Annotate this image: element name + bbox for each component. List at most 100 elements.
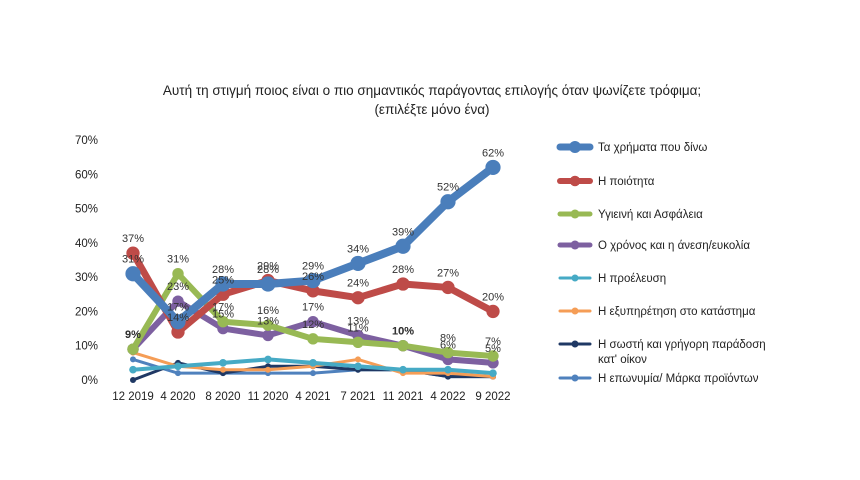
x-tick-label: 12 2019 [112,391,154,403]
y-axis: 0% 10% 20% 30% 40% 50% 60% 70% [75,135,98,387]
data-label: 39% [392,226,414,238]
legend-item: Η σωστή και γρήγορη παράδοση κατ' οίκον [558,339,766,366]
data-point [171,325,185,339]
legend-swatch-marker [571,307,579,315]
legend-swatch-marker [570,209,580,219]
y-tick-label: 10% [75,341,98,353]
data-label: 10% [392,326,414,338]
data-label: 11% [347,322,368,334]
data-point [397,340,409,352]
data-label: 10% [392,326,414,338]
y-tick-label: 30% [75,272,98,284]
data-point [127,343,139,355]
legend-swatch-marker [571,274,579,282]
data-label: 37% [122,233,144,245]
data-label: 28% [212,264,234,276]
legend-item: Η προέλευση [558,273,666,285]
data-label: 13% [347,315,369,327]
data-point [310,370,316,377]
data-point [130,356,136,363]
data-point [262,319,274,331]
data-label: 9% [125,329,141,341]
data-point [172,295,184,307]
data-point [125,266,141,282]
data-point [487,350,499,362]
legend-swatch-marker [571,374,579,382]
data-point [486,304,500,319]
chart-subtitle: (επιλέξτε μόνο ένα) [374,102,489,117]
data-label: 17% [212,302,234,314]
data-point [350,255,366,272]
data-point [219,359,227,367]
legend-label: Η σωστή και γρήγορη παράδοση [598,339,766,351]
legend-label: Υγιεινή και Ασφάλεια [598,209,703,221]
x-axis: 12 2019 4 2020 8 2020 11 2020 4 2021 7 2021 11… [112,391,510,403]
chart-title: Αυτή τη στιγμή ποιος είναι ο πιο σημαντι… [163,83,701,98]
x-tick-label: 4 2022 [430,391,465,403]
data-point [440,194,456,210]
data-point [351,291,365,305]
data-point [264,355,272,364]
data-label: 16% [257,305,279,317]
legend-label: Η εξυπηρέτηση στο κατάστημα [598,306,756,318]
data-labels: 31%17%28% 28% 29%34%39%52%62%37%14%25%29%2… [122,147,504,354]
y-tick-label: 0% [81,375,98,387]
data-label: 13% [257,315,279,327]
data-point [306,284,320,298]
data-label: 24% [347,278,369,290]
data-label: 34% [347,243,369,255]
y-tick-label: 60% [75,169,98,181]
legend-swatch-marker [569,175,581,187]
x-tick-label: 11 2021 [383,391,424,403]
x-tick-label: 4 2020 [160,391,195,403]
data-label: 25% [212,274,234,286]
data-point [175,370,181,377]
data-point [307,333,319,345]
data-point [444,365,452,374]
series-1 [125,159,501,330]
y-tick-label: 70% [75,135,98,147]
data-label: 14% [167,312,189,324]
x-tick-label: 4 2021 [295,391,330,403]
data-label: 15% [212,309,234,321]
x-tick-label: 8 2020 [205,391,240,403]
data-point [262,329,274,342]
data-label: 28% [392,264,414,276]
data-label: 27% [437,267,459,279]
series-5 [129,355,497,377]
data-point [260,276,276,292]
data-point [354,362,362,371]
y-tick-label: 50% [75,204,98,216]
data-point [217,316,229,328]
data-point [126,246,140,260]
legend-label: Η επωνυμία/ Μάρκα προϊόντων [598,373,759,385]
data-point [129,365,137,374]
data-point [441,280,455,295]
legend-item: Η ποιότητα [557,175,655,188]
data-point [309,359,317,367]
data-point [395,238,411,254]
data-label: 29% [302,261,324,273]
data-point [170,314,186,330]
data-point [489,369,497,377]
data-label: 6% [440,339,456,351]
data-label: 17% [302,302,324,314]
data-point [442,346,454,359]
x-tick-label: 11 2020 [248,391,289,403]
legend-item: Η επωνυμία/ Μάρκα προϊόντων [558,373,759,385]
data-point [485,159,501,176]
legend-swatch-marker [570,240,580,250]
data-point [352,336,364,348]
y-tick-label: 20% [75,306,98,318]
data-label: 20% [482,291,504,303]
data-point [130,377,136,383]
legend-label: Τα χρήματα που δίνω [598,142,707,154]
legend-item: Ο χρόνος και η άνεση/ευκολία [557,240,750,252]
data-point [399,365,407,374]
data-point [215,276,231,292]
data-point [396,277,410,291]
data-label: 26% [302,271,324,283]
legend-label: Ο χρόνος και η άνεση/ευκολία [598,240,750,252]
data-label: 29% [257,261,279,273]
